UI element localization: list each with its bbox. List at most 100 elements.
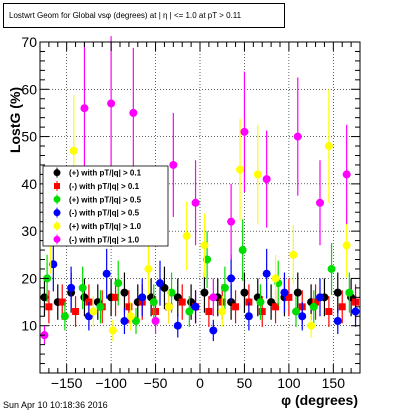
data-point [80,104,89,113]
legend-box [42,165,169,247]
data-point [178,298,186,306]
data-point [58,298,66,306]
data-point [191,198,200,207]
data-point [262,269,271,278]
data-point [67,283,76,292]
data-point [173,321,182,330]
data-point [185,307,194,316]
data-point [60,312,69,321]
title-box: Lostwrt Geom for Global vsφ (degrees) at… [3,3,285,28]
data-point [244,312,253,321]
axes: −150 −100 −50 0 50 100 150 10 20 30 40 50 60 70 [21,34,361,391]
data-point [220,283,229,292]
data-point [169,160,178,169]
data-point [72,308,80,316]
data-point [78,283,87,292]
data-point [324,142,333,151]
data-point [325,308,333,316]
data-point [125,303,133,311]
legend-marker [53,222,61,230]
data-point [293,288,302,297]
data-point [342,170,351,179]
x-tick-label: 0 [196,375,204,391]
x-tick-label: −150 [51,375,83,391]
data-point [298,312,307,321]
data-point [342,241,351,250]
legend: (+) with pT/|q| > 0.1 (-) with pT/|q| > 0… [42,165,169,247]
footer-timestamp: Sun Apr 10 10:18:36 2016 [3,400,108,410]
x-tick-label: 100 [277,375,301,391]
y-tick-label: 30 [21,223,37,239]
data-point [108,326,117,335]
data-point [256,298,265,307]
data-point [312,298,320,306]
data-point [240,127,249,136]
legend-label: (-) with pT/|q| > 1.0 [69,235,140,244]
x-tick-label: 50 [237,375,253,391]
data-point [293,132,302,141]
data-point [144,264,153,273]
data-point [258,308,266,316]
data-point [167,288,176,297]
data-point [333,288,342,297]
data-point [120,316,129,325]
data-point [345,288,354,297]
legend-label: (+) with pT/|q| > 0.1 [69,169,142,178]
data-point [209,326,218,335]
data-point [114,279,123,288]
data-point [182,231,191,240]
legend-label: (-) with pT/|q| > 0.1 [69,182,140,191]
data-point [205,308,213,316]
data-point [289,250,298,259]
data-point [232,303,240,311]
data-point [236,165,244,174]
y-tick-label: 60 [21,81,37,97]
data-point [156,279,164,288]
data-point [280,288,289,297]
x-tick-label: −100 [95,375,127,391]
x-axis-label: φ (degrees) [281,392,358,408]
chart-title: Lostwrt Geom for Global vsφ (degrees) at… [9,11,242,20]
data-point [129,108,138,117]
data-point [191,302,200,311]
series-layer [40,36,360,345]
data-point [102,269,111,278]
data-point [200,241,209,250]
legend-label: (+) with pT/|q| > 0.5 [69,195,142,204]
y-tick-label: 20 [21,270,37,286]
data-point [327,264,336,273]
data-point [285,293,293,301]
y-axis-label: LostG (%) [7,87,23,153]
data-point [272,303,280,311]
x-tick-label: −50 [144,375,168,391]
y-tick-label: 50 [21,129,37,145]
data-point [49,260,58,269]
data-point [203,255,212,264]
data-point [307,321,316,330]
data-point [227,274,236,283]
data-point [69,146,78,155]
data-point [316,198,324,207]
data-point [45,303,53,311]
data-point [89,307,98,316]
data-point [240,288,249,297]
data-point [309,302,318,311]
data-point [138,293,147,302]
data-point [338,303,346,311]
data-point [96,302,105,311]
data-point [200,288,209,297]
data-point [316,293,324,302]
data-point [132,316,140,325]
data-point [238,246,247,255]
data-point [253,170,262,179]
data-point [112,293,120,301]
data-point [151,316,160,325]
data-point [164,302,173,311]
data-point [107,99,116,108]
legend-marker [53,195,61,203]
x-tick-label: 150 [322,375,346,391]
y-tick-label: 10 [21,318,37,334]
legend-marker [54,183,60,189]
data-point [292,307,300,316]
